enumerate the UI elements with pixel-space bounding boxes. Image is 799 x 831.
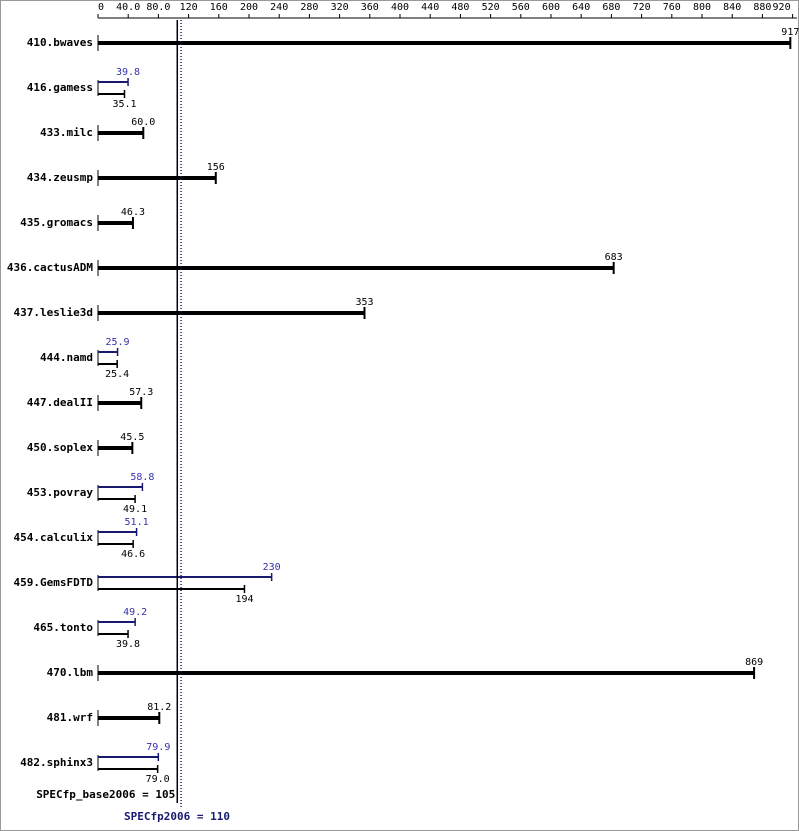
bar — [98, 633, 129, 635]
bar — [98, 266, 614, 270]
x-tick-label: 920 — [773, 2, 791, 13]
bar — [98, 351, 118, 353]
bar — [98, 588, 245, 590]
x-tick-label: 880 — [753, 2, 771, 13]
value-label: 60.0 — [131, 117, 155, 128]
value-label: 79.0 — [146, 774, 170, 785]
bar — [98, 221, 133, 225]
x-tick-label: 400 — [391, 2, 409, 13]
category-label: 459.GemsFDTD — [14, 576, 94, 589]
x-tick-label: 80.0 — [146, 2, 170, 13]
category-label: 410.bwaves — [27, 36, 93, 49]
category-label: 447.dealII — [27, 396, 93, 409]
x-tick-label: 720 — [633, 2, 651, 13]
x-tick-label: 560 — [512, 2, 530, 13]
bar — [98, 311, 365, 315]
x-tick-label: 800 — [693, 2, 711, 13]
value-label: 194 — [235, 594, 253, 605]
x-tick-label: 360 — [361, 2, 379, 13]
bar — [98, 131, 144, 135]
value-label: 39.8 — [116, 67, 140, 78]
value-label: 683 — [605, 252, 623, 263]
category-label: 436.cactusADM — [7, 261, 93, 274]
x-tick-label: 40.0 — [116, 2, 140, 13]
value-label: 917 — [781, 27, 799, 38]
bar — [98, 41, 791, 45]
category-label: 454.calculix — [14, 531, 94, 544]
category-label: 434.zeusmp — [27, 171, 94, 184]
bar — [98, 576, 272, 578]
x-tick-label: 520 — [482, 2, 500, 13]
value-label: 46.6 — [121, 549, 145, 560]
x-tick-label: 160 — [210, 2, 228, 13]
x-tick-label: 680 — [602, 2, 620, 13]
bar — [98, 543, 134, 545]
x-tick-label: 840 — [723, 2, 741, 13]
x-tick-label: 280 — [300, 2, 318, 13]
bar — [98, 486, 143, 488]
category-label: 416.gamess — [27, 81, 93, 94]
category-label: 435.gromacs — [20, 216, 93, 229]
x-tick-label: 200 — [240, 2, 258, 13]
category-label: 444.namd — [40, 351, 93, 364]
x-tick-label: 600 — [542, 2, 560, 13]
reference-label: SPECfp2006 = 110 — [124, 810, 230, 823]
category-label: 437.leslie3d — [14, 306, 93, 319]
bar — [98, 756, 159, 758]
category-label: 465.tonto — [33, 621, 93, 634]
bar — [98, 768, 158, 770]
category-label: 470.lbm — [47, 666, 94, 679]
bar — [98, 446, 133, 450]
value-label: 353 — [355, 297, 373, 308]
bar — [98, 531, 137, 533]
bar — [98, 93, 125, 95]
bar — [98, 621, 136, 623]
value-label: 39.8 — [116, 639, 140, 650]
value-label: 49.1 — [123, 504, 147, 515]
value-label: 869 — [745, 657, 763, 668]
value-label: 79.9 — [146, 742, 170, 753]
value-label: 25.4 — [105, 369, 129, 380]
value-label: 57.3 — [129, 387, 153, 398]
category-label: 482.sphinx3 — [20, 756, 93, 769]
bar — [98, 716, 160, 720]
bar — [98, 176, 216, 180]
value-label: 81.2 — [147, 702, 171, 713]
category-label: 433.milc — [40, 126, 93, 139]
bar — [98, 401, 142, 405]
value-label: 25.9 — [106, 337, 130, 348]
value-label: 45.5 — [120, 432, 144, 443]
x-tick-label: 440 — [421, 2, 439, 13]
x-tick-label: 640 — [572, 2, 590, 13]
value-label: 230 — [263, 562, 281, 573]
x-tick-label: 760 — [663, 2, 681, 13]
bar — [98, 363, 118, 365]
bar — [98, 671, 755, 675]
x-tick-label: 320 — [331, 2, 349, 13]
x-tick-label: 240 — [270, 2, 288, 13]
reference-label: SPECfp_base2006 = 105 — [36, 788, 175, 801]
value-label: 51.1 — [125, 517, 149, 528]
category-label: 453.povray — [27, 486, 94, 499]
bar — [98, 498, 136, 500]
category-label: 481.wrf — [47, 711, 93, 724]
category-label: 450.soplex — [27, 441, 94, 454]
value-label: 35.1 — [112, 99, 136, 110]
x-tick-label: 0 — [98, 2, 104, 13]
value-label: 49.2 — [123, 607, 147, 618]
bar — [98, 81, 129, 83]
value-label: 58.8 — [130, 472, 154, 483]
x-tick-label: 480 — [451, 2, 469, 13]
value-label: 46.3 — [121, 207, 145, 218]
value-label: 156 — [207, 162, 225, 173]
x-tick-label: 120 — [180, 2, 198, 13]
